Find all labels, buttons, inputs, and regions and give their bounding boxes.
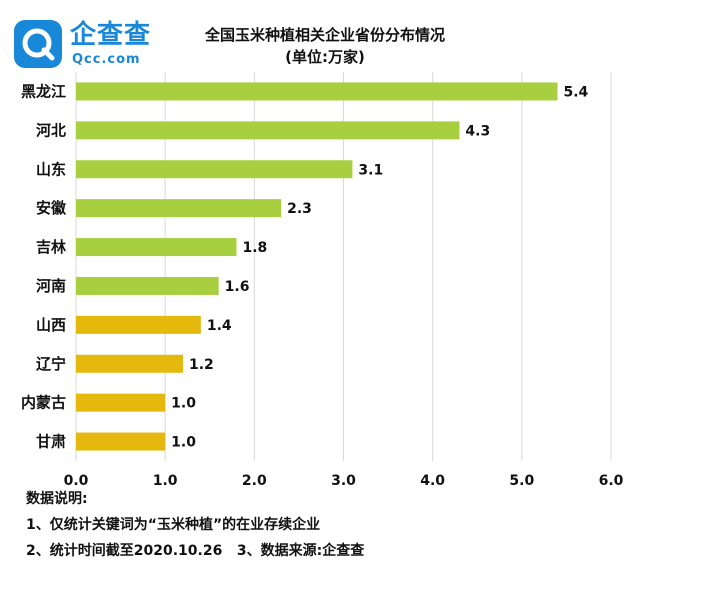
chart-title: 全国玉米种植相关企业省份分布情况	[204, 26, 445, 44]
data-notes: 数据说明: 1、仅统计关键词为“玉米种植”的在业存续企业 2、统计时间截至202…	[26, 486, 364, 564]
bar	[76, 160, 353, 179]
value-label: 1.0	[171, 435, 196, 451]
category-label: 甘肃	[36, 433, 66, 451]
x-tick-label: 0.0	[64, 473, 89, 486]
chart-title-block: 全国玉米种植相关企业省份分布情况 (单位:万家)	[160, 24, 490, 68]
qcc-logo: 企查查 Qcc.com	[14, 18, 162, 74]
bar	[76, 432, 166, 451]
value-label: 1.6	[225, 279, 250, 295]
value-label: 1.2	[189, 357, 214, 373]
value-label: 3.1	[358, 162, 383, 178]
x-tick-label: 2.0	[242, 473, 267, 486]
category-label: 安徽	[36, 199, 67, 217]
category-label: 河南	[36, 277, 66, 295]
category-label: 山西	[36, 316, 66, 334]
bar	[76, 393, 166, 412]
bar	[76, 354, 183, 373]
value-label: 5.4	[564, 84, 589, 100]
bar	[76, 276, 219, 295]
notes-line-2: 2、统计时间截至2020.10.26 3、数据来源:企查查	[26, 543, 365, 559]
notes-heading: 数据说明:	[26, 491, 88, 507]
value-label: 4.3	[465, 123, 490, 139]
category-label: 内蒙古	[21, 394, 66, 412]
category-label: 山东	[36, 160, 66, 178]
x-tick-label: 4.0	[420, 473, 445, 486]
qcc-logo-icon	[14, 20, 62, 68]
bar	[76, 82, 558, 101]
chart-subtitle: (单位:万家)	[285, 48, 365, 66]
x-tick-label: 5.0	[509, 473, 534, 486]
category-label: 辽宁	[36, 355, 66, 373]
bar-chart: 0.0 1.0 2.0 3.0 4.0 5.0 6.0 黑龙江 5.4 河北 4.3 山东 3.1 安徽 2…	[21, 72, 624, 486]
value-label: 2.3	[287, 201, 312, 217]
notes-line-1: 1、仅统计关键词为“玉米种植”的在业存续企业	[26, 517, 321, 533]
x-tick-label: 6.0	[599, 473, 624, 486]
value-label: 1.4	[207, 318, 232, 334]
bar	[76, 199, 282, 218]
bar	[76, 121, 460, 140]
logo-name: 企查查	[70, 20, 152, 50]
x-tick-label: 3.0	[331, 473, 356, 486]
category-label: 河北	[36, 121, 66, 139]
value-label: 1.8	[243, 240, 268, 256]
category-label: 黑龙江	[21, 82, 66, 100]
x-tick-label: 1.0	[153, 473, 178, 486]
value-label: 1.0	[171, 396, 196, 412]
logo-sub: Qcc.com	[72, 52, 141, 67]
bar	[76, 238, 237, 257]
category-label: 吉林	[36, 238, 67, 256]
bar	[76, 315, 201, 334]
